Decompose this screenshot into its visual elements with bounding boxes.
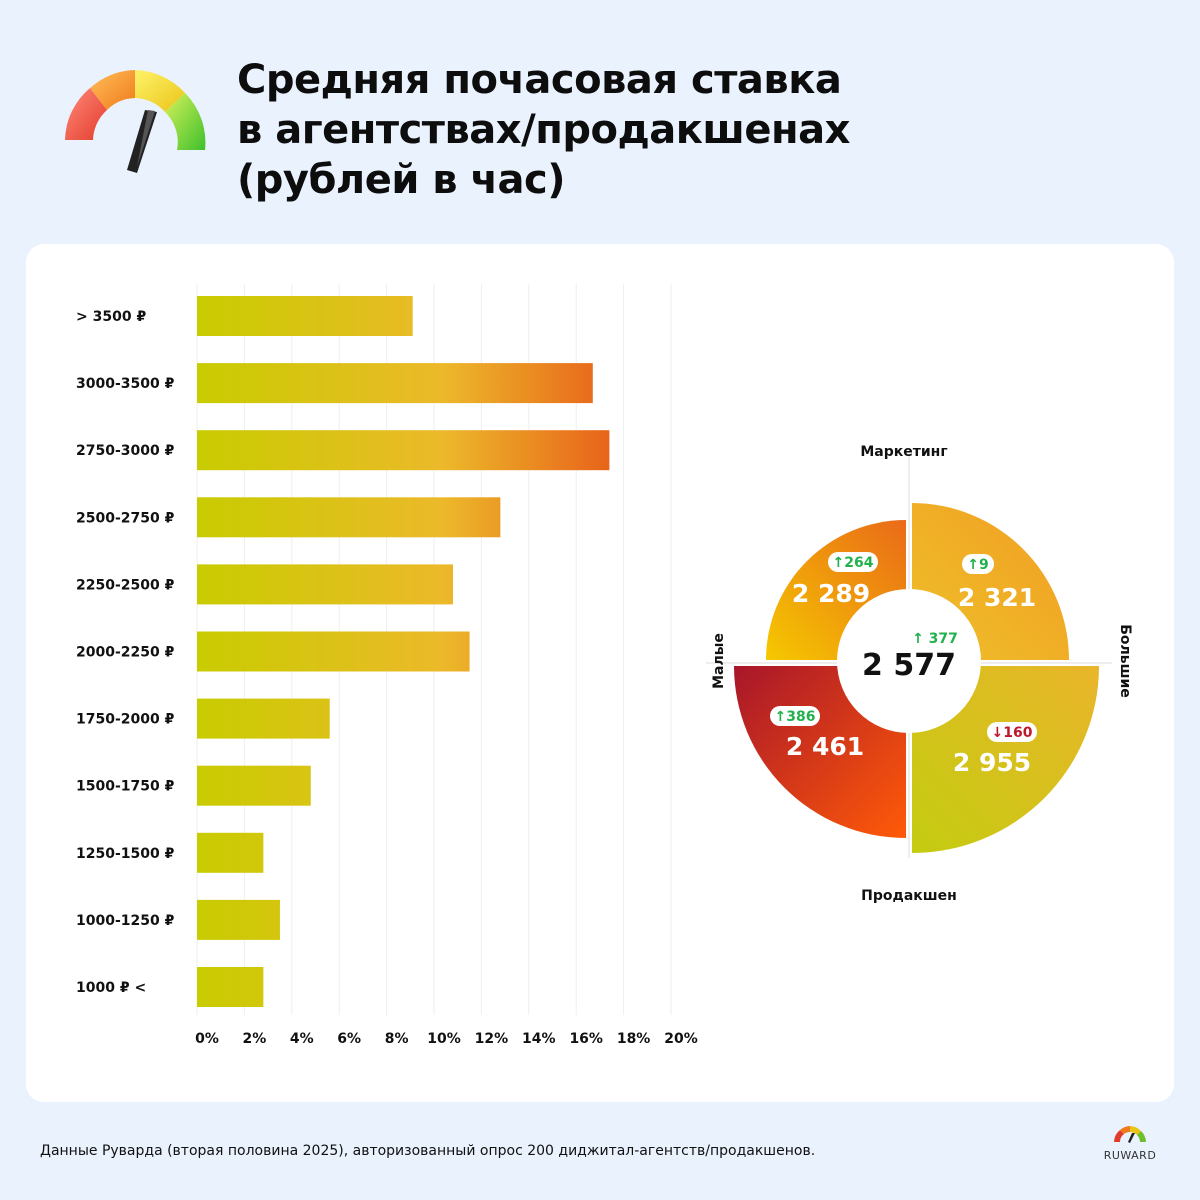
- delta-text: ↓160: [992, 725, 1033, 741]
- category-label: 1000-1250 ₽: [76, 913, 175, 929]
- delta-text: ↑9: [967, 557, 988, 573]
- delta-badge: [987, 722, 1037, 742]
- bar: [197, 430, 610, 471]
- quadrant-chart: 2 289 ↑264 2 321 ↑9 2 461 ↑386 2 955 ↓160 ↑ 3772…: [706, 444, 1133, 904]
- speedometer-gauge-icon: [65, 70, 206, 173]
- quadrant-value: 2 289: [792, 579, 870, 608]
- category-label: 2500-2750 ₽: [76, 510, 175, 526]
- axis-label-bottom: Продакшен: [861, 888, 957, 904]
- bar: [197, 899, 280, 940]
- quadrant-value: 2 321: [958, 583, 1036, 612]
- x-tick-label: 2%: [243, 1031, 267, 1047]
- bar: [197, 497, 501, 538]
- x-tick-label: 20%: [664, 1031, 698, 1047]
- x-tick-label: 14%: [522, 1031, 556, 1047]
- x-tick-label: 10%: [427, 1031, 461, 1047]
- category-label: 3000-3500 ₽: [76, 376, 175, 392]
- delta-badge: [770, 706, 820, 726]
- x-tick-label: 16%: [569, 1031, 603, 1047]
- delta-badge: [962, 554, 994, 574]
- center-circle: [837, 589, 981, 733]
- bar: [197, 564, 453, 605]
- x-tick-label: 4%: [290, 1031, 314, 1047]
- category-label: 1750-2000 ₽: [76, 712, 175, 728]
- footnote: Данные Руварда (вторая половина 2025), а…: [40, 1143, 816, 1159]
- quadrant-value: 2 461: [786, 732, 864, 761]
- bar: [197, 296, 413, 336]
- x-tick-label: 12%: [475, 1031, 509, 1047]
- category-label: 1500-1750 ₽: [76, 779, 175, 795]
- bar: [197, 832, 264, 873]
- title-line-1: Средняя почасовая ставка: [237, 57, 842, 103]
- category-label: 2250-2500 ₽: [76, 577, 175, 593]
- category-label: 2000-2250 ₽: [76, 645, 175, 661]
- axis-label-right: Большие: [1117, 624, 1133, 698]
- brand-name: RUWARD: [1103, 1149, 1157, 1162]
- bar-chart: > 3500 ₽ 3000-3500 ₽ 2750-3000 ₽ 2500-2750 …: [76, 284, 714, 1047]
- category-label: 2750-3000 ₽: [76, 443, 175, 459]
- center-delta: ↑ 377: [912, 631, 958, 647]
- axis-label-top: Маркетинг: [860, 444, 947, 460]
- page-title: Средняя почасовая ставка в агентствах/пр…: [237, 55, 850, 205]
- bar: [197, 698, 330, 739]
- x-tick-label: 0%: [195, 1031, 219, 1047]
- title-line-2: в агентствах/продакшенах: [237, 107, 850, 153]
- category-label: 1250-1500 ₽: [76, 846, 175, 862]
- x-tick-label: 8%: [385, 1031, 409, 1047]
- delta-badge: [828, 552, 878, 572]
- ruward-gauge-icon: [1114, 1126, 1146, 1143]
- delta-text: ↑264: [833, 555, 874, 571]
- center-value: 2 577: [862, 648, 956, 683]
- axis-label-left: Малые: [711, 633, 727, 689]
- delta-text: ↑386: [775, 709, 816, 725]
- category-label: 1000 ₽ <: [76, 980, 146, 996]
- quadrant-value: 2 955: [953, 748, 1031, 777]
- category-label: > 3500 ₽: [76, 309, 146, 325]
- x-tick-label: 6%: [337, 1031, 361, 1047]
- x-tick-label: 18%: [617, 1031, 651, 1047]
- bar: [197, 765, 311, 806]
- title-line-3: (рублей в час): [237, 157, 565, 203]
- brand-logo: RUWARD: [1100, 1122, 1160, 1162]
- bar: [197, 363, 593, 404]
- bar: [197, 967, 264, 1007]
- chart-card: > 3500 ₽ 3000-3500 ₽ 2750-3000 ₽ 2500-2750 …: [26, 244, 1174, 1102]
- bar: [197, 631, 470, 672]
